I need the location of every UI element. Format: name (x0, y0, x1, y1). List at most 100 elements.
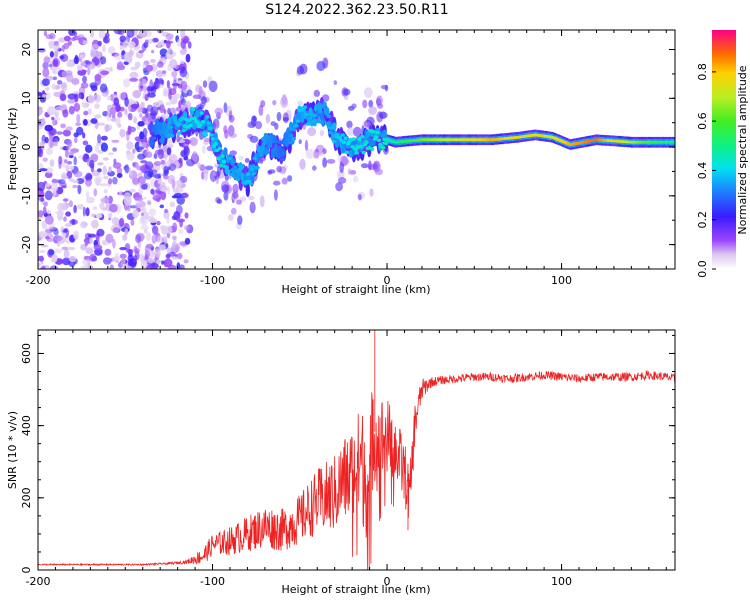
ridge-mark (245, 172, 250, 177)
scatter-blob (346, 120, 353, 129)
noise-blob (100, 142, 108, 152)
noise-blob (53, 235, 63, 242)
scatter-blob (229, 150, 237, 156)
scatter-blob (349, 170, 357, 175)
noise-blob (58, 155, 63, 165)
noise-blob (126, 141, 134, 150)
scatter-blob (141, 183, 148, 190)
scatter-blob (377, 103, 384, 109)
ridge-mark (205, 115, 210, 119)
noise-blob (66, 61, 75, 68)
noise-blob (73, 31, 78, 37)
noise-blob (72, 184, 79, 189)
noise-blob (90, 118, 98, 124)
noise-blob (67, 99, 76, 104)
noise-blob (39, 140, 45, 149)
ridge-mark (221, 159, 227, 164)
snr-x-label: Height of straight line (km) (281, 583, 430, 596)
noise-blob (144, 249, 150, 259)
scatter-blob (297, 100, 304, 107)
noise-blob (38, 146, 42, 156)
noise-blob (112, 147, 117, 152)
noise-blob (94, 73, 102, 82)
noise-blob (165, 253, 171, 259)
noise-blob (113, 158, 117, 164)
colorbar-label: Normalized spectral amplitude (736, 65, 749, 234)
ridge-mark (672, 140, 675, 144)
noise-blob (61, 246, 69, 251)
scatter-blob (363, 87, 373, 98)
ridge-mark (199, 111, 204, 115)
noise-blob (156, 259, 161, 264)
y-tick-label: 200 (20, 487, 33, 508)
scatter-blob (259, 195, 265, 208)
scatter-blob (337, 154, 342, 163)
noise-blob (49, 51, 55, 58)
noise-blob (134, 197, 144, 202)
scatter-blob (376, 95, 383, 106)
noise-blob (94, 114, 102, 119)
noise-blob (63, 35, 71, 42)
noise-blob (117, 111, 123, 118)
scatter-blob (229, 133, 237, 139)
noise-blob (44, 124, 53, 132)
ridge-mark (227, 156, 232, 161)
noise-blob (95, 213, 103, 219)
noise-blob (54, 111, 59, 118)
noise-blob (179, 48, 187, 56)
ridge-mark (323, 109, 329, 114)
scatter-blob (189, 137, 198, 147)
noise-blob (109, 203, 118, 213)
noise-blob (73, 170, 83, 178)
scatter-blob (368, 99, 374, 108)
ridge-mark (177, 131, 182, 135)
noise-blob (113, 97, 120, 106)
ridge-mark (249, 173, 255, 183)
scatter-blob (232, 192, 239, 199)
noise-blob (90, 84, 98, 92)
noise-blob (40, 244, 49, 248)
noise-blob (81, 40, 88, 45)
colorbar: 0.0 0.2 0.4 0.6 0.8 Normalized spectral ampl… (696, 30, 749, 278)
spectrogram-y-label: Frequency (Hz) (6, 108, 19, 191)
noise-blob (128, 41, 136, 49)
scatter-blob (343, 95, 349, 100)
noise-blob (166, 147, 172, 156)
ridge-mark (287, 140, 292, 145)
ridge-mark (364, 140, 369, 144)
noise-blob (119, 35, 126, 43)
ridge-mark (340, 133, 345, 137)
noise-blob (102, 44, 106, 53)
snr-frame (37, 329, 676, 571)
noise-blob (42, 157, 48, 162)
snr-ticks: -200 -100 0 100 0 200 400 600 (20, 330, 675, 588)
noise-blob (132, 177, 140, 185)
scatter-blob (333, 80, 337, 85)
ridge-mark (252, 156, 257, 161)
y-tick-label: -20 (20, 236, 33, 254)
noise-blob (123, 195, 132, 206)
noise-blob (48, 40, 56, 47)
y-tick-label: -10 (20, 187, 33, 205)
noise-blob (184, 237, 191, 245)
ridge-mark (260, 137, 266, 141)
ridge-mark (195, 121, 200, 125)
noise-blob (108, 178, 113, 185)
scatter-blob (216, 199, 223, 204)
ridge-mark (269, 139, 274, 143)
noise-blob (105, 233, 114, 244)
snr-y-label: SNR (10 * v/v) (6, 411, 19, 489)
ridge-mark (209, 133, 214, 137)
noise-blob (103, 189, 108, 194)
noise-blob (66, 202, 70, 208)
noise-blob (167, 186, 171, 195)
scatter-blob (186, 89, 193, 97)
noise-blob (38, 210, 44, 218)
ridge-mark (291, 137, 296, 141)
noise-blob (60, 82, 66, 90)
noise-blob (183, 259, 189, 264)
scatter-blob (145, 146, 149, 159)
noise-blob (119, 253, 127, 259)
scatter-blob (142, 85, 148, 92)
noise-blob (73, 156, 77, 166)
